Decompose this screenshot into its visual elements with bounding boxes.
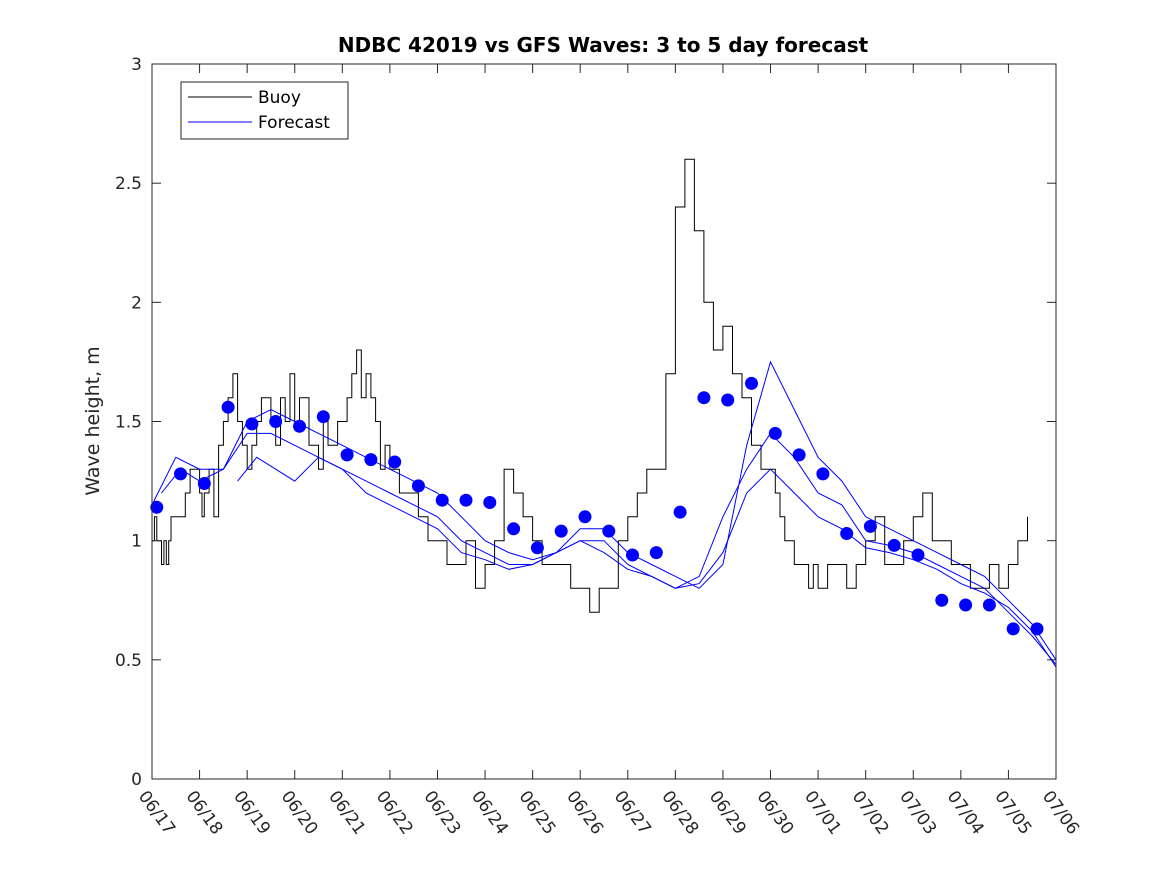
forecast-marker bbox=[388, 455, 402, 469]
forecast-marker bbox=[911, 548, 925, 562]
forecast-marker bbox=[269, 415, 283, 428]
forecast-marker bbox=[626, 548, 639, 562]
forecast-marker bbox=[840, 527, 854, 540]
forecast-marker bbox=[1006, 622, 1020, 636]
y-tick-label: 3 bbox=[131, 55, 142, 75]
y-tick-label: 0.5 bbox=[115, 651, 142, 671]
forecast-marker bbox=[293, 419, 306, 433]
chart-title: NDBC 42019 vs GFS Waves: 3 to 5 day fore… bbox=[338, 33, 869, 57]
forecast-marker bbox=[1030, 622, 1044, 636]
forecast-marker bbox=[174, 467, 187, 481]
forecast-marker bbox=[602, 524, 616, 538]
y-tick-label: 1 bbox=[131, 532, 142, 552]
forecast-marker bbox=[507, 522, 521, 536]
forecast-marker bbox=[459, 493, 473, 507]
forecast-marker bbox=[982, 598, 996, 612]
legend-label-buoy: Buoy bbox=[258, 88, 301, 108]
y-tick-label: 2.5 bbox=[115, 174, 142, 194]
legend-box bbox=[180, 81, 349, 140]
series-line-buoy bbox=[152, 158, 1028, 613]
forecast-marker bbox=[792, 448, 806, 462]
forecast-marker bbox=[554, 524, 568, 538]
series-line-forecast-2 bbox=[161, 432, 1057, 665]
forecast-marker bbox=[578, 510, 592, 524]
forecast-marker bbox=[340, 448, 354, 462]
forecast-marker bbox=[649, 546, 663, 560]
y-tick-label: 1.5 bbox=[115, 413, 142, 433]
y-axis-label: Wave height, m bbox=[82, 346, 104, 495]
forecast-marker bbox=[959, 598, 973, 612]
forecast-marker bbox=[150, 500, 164, 514]
forecast-marker bbox=[435, 493, 449, 507]
y-tick-label: 2 bbox=[131, 293, 142, 313]
forecast-marker bbox=[221, 400, 235, 414]
forecast-marker bbox=[816, 467, 830, 481]
y-tick-label: 0 bbox=[131, 770, 142, 790]
forecast-marker bbox=[863, 519, 877, 533]
forecast-marker bbox=[697, 391, 711, 405]
forecast-marker bbox=[197, 477, 211, 490]
forecast-marker bbox=[483, 496, 497, 509]
forecast-marker bbox=[768, 426, 782, 440]
forecast-marker bbox=[745, 376, 758, 390]
forecast-marker bbox=[364, 453, 378, 467]
forecast-marker bbox=[245, 417, 259, 431]
forecast-marker bbox=[887, 538, 901, 552]
forecast-marker bbox=[411, 479, 425, 493]
forecast-marker bbox=[721, 393, 735, 407]
forecast-marker bbox=[935, 593, 949, 607]
forecast-marker bbox=[316, 410, 330, 424]
legend: Buoy Forecast bbox=[180, 81, 349, 140]
forecast-marker bbox=[530, 541, 544, 555]
forecast-marker bbox=[673, 505, 687, 519]
legend-label-forecast: Forecast bbox=[258, 113, 330, 133]
